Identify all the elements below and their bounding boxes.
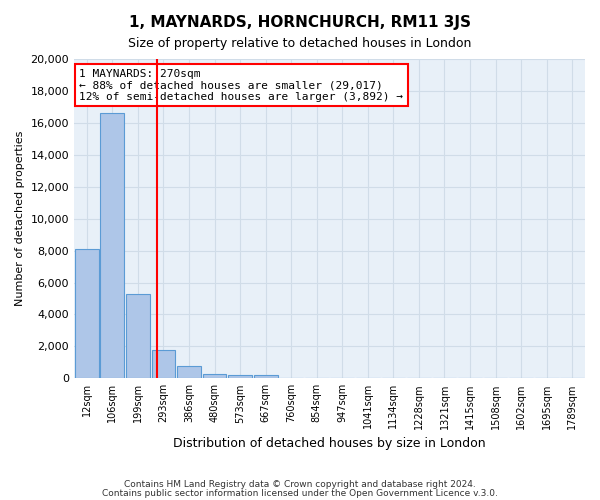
Bar [126,294,150,378]
Bar [254,375,278,378]
Text: 1 MAYNARDS: 270sqm
← 88% of detached houses are smaller (29,017)
12% of semi-det: 1 MAYNARDS: 270sqm ← 88% of detached hou… [79,68,403,102]
Text: Contains HM Land Registry data © Crown copyright and database right 2024.: Contains HM Land Registry data © Crown c… [124,480,476,489]
X-axis label: Distribution of detached houses by size in London: Distribution of detached houses by size … [173,437,486,450]
Bar [152,350,175,378]
Bar [228,375,252,378]
Bar [75,249,98,378]
Bar [177,366,201,378]
Bar [100,114,124,378]
Text: Size of property relative to detached houses in London: Size of property relative to detached ho… [128,38,472,51]
Y-axis label: Number of detached properties: Number of detached properties [15,131,25,306]
Text: Contains public sector information licensed under the Open Government Licence v.: Contains public sector information licen… [102,488,498,498]
Text: 1, MAYNARDS, HORNCHURCH, RM11 3JS: 1, MAYNARDS, HORNCHURCH, RM11 3JS [129,15,471,30]
Bar [203,374,226,378]
